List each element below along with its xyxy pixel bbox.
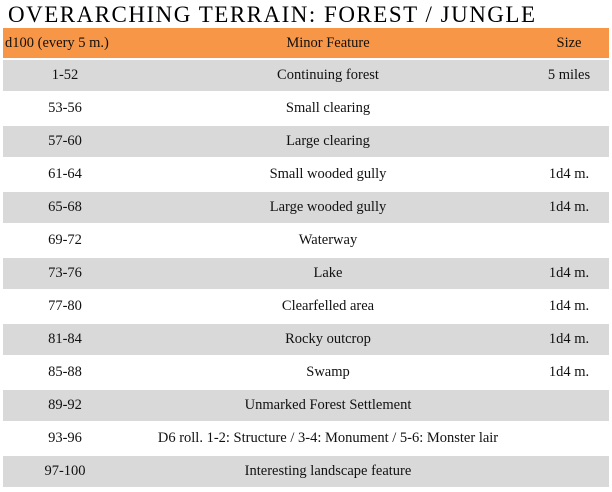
table-cell: Interesting landscape feature — [127, 456, 529, 489]
table-cell: 77-80 — [3, 291, 127, 324]
table-row: 61-64 Small wooded gully 1d4 m. — [3, 159, 609, 192]
table-cell: D6 roll. 1-2: Structure / 3-4: Monument … — [127, 423, 529, 456]
table-row: 85-88 Swamp 1d4 m. — [3, 357, 609, 390]
table-cell: 57-60 — [3, 126, 127, 159]
table-cell: Continuing forest — [127, 60, 529, 93]
table-cell: 61-64 — [3, 159, 127, 192]
table-row: 73-76 Lake 1d4 m. — [3, 258, 609, 291]
page-title: OVERARCHING TERRAIN: FOREST / JUNGLE — [8, 2, 537, 27]
table-cell — [529, 126, 609, 159]
table-cell: Lake — [127, 258, 529, 291]
table-cell: 1d4 m. — [529, 192, 609, 225]
table-cell: 65-68 — [3, 192, 127, 225]
table-row: 93-96 D6 roll. 1-2: Structure / 3-4: Monu… — [3, 423, 609, 456]
column-header: Size — [529, 28, 609, 60]
header-row: d100 (every 5 m.) Minor Feature Size — [3, 28, 609, 60]
table-cell: 81-84 — [3, 324, 127, 357]
table-cell: 93-96 — [3, 423, 127, 456]
table-row: 65-68 Large wooded gully 1d4 m. — [3, 192, 609, 225]
table: d100 (every 5 m.) Minor Feature Size 1-52 C… — [3, 28, 609, 489]
table-cell: 1d4 m. — [529, 324, 609, 357]
table-row: 81-84 Rocky outcrop 1d4 m. — [3, 324, 609, 357]
table-cell: 1d4 m. — [529, 258, 609, 291]
table-cell — [529, 93, 609, 126]
table-row: 53-56 Small clearing — [3, 93, 609, 126]
table-cell: 1d4 m. — [529, 357, 609, 390]
table-row: 57-60 Large clearing — [3, 126, 609, 159]
table-cell — [529, 390, 609, 423]
table-cell: Waterway — [127, 225, 529, 258]
table-cell: 5 miles — [529, 60, 609, 93]
table-cell: 1-52 — [3, 60, 127, 93]
table-cell: 97-100 — [3, 456, 127, 489]
table-cell: Unmarked Forest Settlement — [127, 390, 529, 423]
table-cell: 53-56 — [3, 93, 127, 126]
table-cell: Small wooded gully — [127, 159, 529, 192]
table-cell: Large wooded gully — [127, 192, 529, 225]
table-cell: 85-88 — [3, 357, 127, 390]
table-cell: 1d4 m. — [529, 291, 609, 324]
column-header: Minor Feature — [127, 28, 529, 60]
table-row: 69-72 Waterway — [3, 225, 609, 258]
table-cell: 89-92 — [3, 390, 127, 423]
table-row: 97-100 Interesting landscape feature — [3, 456, 609, 489]
table-cell: 69-72 — [3, 225, 127, 258]
table-cell: Rocky outcrop — [127, 324, 529, 357]
table-header: d100 (every 5 m.) Minor Feature Size — [3, 28, 609, 60]
table-cell: Large clearing — [127, 126, 529, 159]
table-cell — [529, 423, 609, 456]
table-row: 89-92 Unmarked Forest Settlement — [3, 390, 609, 423]
table-cell: Clearfelled area — [127, 291, 529, 324]
table-body: 1-52 Continuing forest 5 miles 53-56 Small c… — [3, 60, 609, 489]
table-cell: Small clearing — [127, 93, 529, 126]
table-cell: 73-76 — [3, 258, 127, 291]
table-cell — [529, 456, 609, 489]
table-row: 77-80 Clearfelled area 1d4 m. — [3, 291, 609, 324]
table-row: 1-52 Continuing forest 5 miles — [3, 60, 609, 93]
table-cell: 1d4 m. — [529, 159, 609, 192]
table-cell — [529, 225, 609, 258]
column-header: d100 (every 5 m.) — [3, 28, 127, 60]
table-cell: Swamp — [127, 357, 529, 390]
